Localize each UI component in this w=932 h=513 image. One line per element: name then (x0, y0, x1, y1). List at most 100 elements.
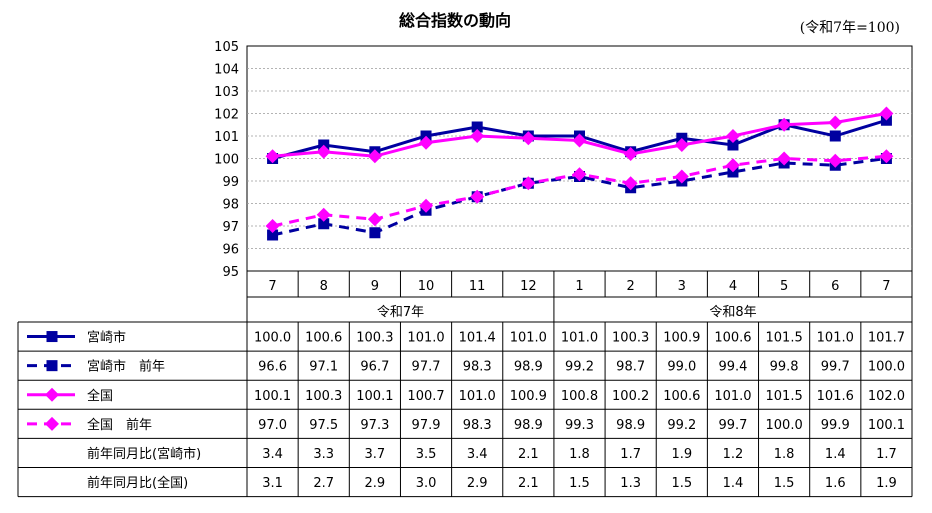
data-label: 98.9 (514, 360, 543, 375)
data-label: 2.1 (518, 447, 539, 462)
data-label: 101.6 (817, 389, 854, 404)
x-tick-label: 4 (729, 279, 737, 294)
data-point (521, 176, 536, 191)
data-label: 98.9 (616, 418, 645, 433)
data-label: 3.1 (262, 476, 283, 491)
row-label: 全国 前年 (87, 417, 152, 433)
y-tick-label: 98 (222, 198, 239, 213)
y-tick-label: 95 (222, 265, 239, 280)
y-tick-label: 97 (222, 220, 239, 235)
data-label: 1.6 (825, 476, 846, 491)
data-label: 97.9 (412, 418, 441, 433)
data-point (470, 129, 485, 143)
y-tick-label: 102 (214, 108, 239, 123)
x-tick-label: 10 (418, 279, 435, 294)
data-point (674, 138, 689, 152)
data-point (725, 129, 740, 143)
data-label: 1.5 (774, 476, 795, 491)
x-tick-label: 9 (371, 279, 379, 294)
chart-title: 総合指数の動向 (399, 11, 511, 30)
data-point (265, 149, 280, 164)
data-label: 96.7 (360, 360, 389, 375)
table-row: 全国 前年 97.0 97.5 97.3 97.9 98.3 98.9 99.3 98.9 99.… (27, 416, 905, 433)
data-label: 1.8 (569, 447, 590, 462)
y-tick-label: 101 (214, 130, 239, 145)
data-point (725, 158, 740, 173)
data-label: 1.4 (825, 447, 846, 462)
data-label: 100.6 (714, 331, 751, 346)
x-tick-label: 1 (575, 279, 583, 294)
data-label: 3.3 (313, 447, 334, 462)
data-label: 97.0 (258, 418, 287, 433)
x-tick-label: 2 (627, 279, 635, 294)
data-label: 3.5 (416, 447, 437, 462)
data-label: 3.0 (416, 476, 437, 491)
table-row: 前年同月比(宮崎市) 3.4 3.3 3.7 3.5 3.4 2.1 1.8 1.7 1.9 1.2… (87, 446, 897, 462)
data-label: 101.5 (766, 331, 803, 346)
data-point (777, 117, 792, 132)
y-tick-label: 96 (222, 243, 239, 258)
data-point (367, 149, 382, 164)
data-label: 1.8 (774, 447, 795, 462)
data-point (828, 153, 843, 168)
data-point (316, 144, 331, 159)
data-label: 100.3 (612, 331, 649, 346)
data-point (777, 151, 792, 166)
data-label: 3.7 (365, 447, 386, 462)
data-label: 100.3 (305, 389, 342, 404)
series-4 (265, 149, 894, 233)
data-point (879, 149, 894, 164)
data-label: 99.9 (821, 418, 850, 433)
y-tick-label: 104 (214, 63, 239, 78)
data-label: 1.7 (620, 447, 641, 462)
data-point (674, 169, 689, 184)
data-label: 2.9 (365, 476, 386, 491)
data-point (828, 115, 843, 130)
data-label: 98.3 (463, 360, 492, 375)
x-tick-label: 7 (882, 279, 890, 294)
data-label: 3.4 (262, 447, 283, 462)
x-tick-label: 7 (268, 279, 276, 294)
table-row: 宮崎市 100.0 100.6 100.3 101.0 101.4 101.0 101.0 10… (27, 330, 905, 346)
data-label: 101.7 (868, 331, 905, 346)
legend-marker (45, 416, 59, 431)
data-label: 100.9 (510, 389, 547, 404)
data-point (623, 176, 638, 191)
data-label: 100.7 (407, 389, 444, 404)
data-label: 2.1 (518, 476, 539, 491)
data-label: 100.0 (766, 418, 803, 433)
data-point (623, 147, 638, 161)
data-label: 101.0 (510, 331, 547, 346)
table-row: 前年同月比(全国) 3.1 2.7 2.9 3.0 2.9 2.1 1.5 1.3 1.5 1.4 1… (87, 475, 897, 491)
data-point (419, 135, 434, 150)
data-label: 101.0 (714, 389, 751, 404)
data-label: 100.0 (868, 360, 905, 375)
data-label: 1.5 (569, 476, 590, 491)
row-label: 前年同月比(全国) (87, 475, 188, 491)
data-label: 1.2 (723, 447, 744, 462)
data-label: 99.3 (565, 418, 594, 433)
data-label: 100.6 (663, 389, 700, 404)
legend-marker (46, 331, 58, 343)
y-tick-label: 103 (214, 85, 239, 100)
data-label: 99.7 (718, 418, 747, 433)
data-label: 100.8 (561, 389, 598, 404)
x-tick-label: 12 (520, 279, 537, 294)
x-tick-label: 11 (469, 279, 486, 294)
data-label: 96.6 (258, 360, 287, 375)
data-point (879, 106, 894, 121)
data-point (419, 198, 434, 213)
data-label: 2.7 (313, 476, 334, 491)
row-label: 宮崎市 前年 (87, 359, 165, 375)
data-point (367, 212, 382, 227)
data-label: 1.9 (671, 447, 692, 462)
data-point (265, 219, 280, 233)
data-label: 100.1 (254, 389, 291, 404)
x-tick-label: 5 (780, 279, 788, 294)
data-label: 98.9 (514, 418, 543, 433)
data-label: 97.5 (309, 418, 338, 433)
data-point (471, 121, 483, 133)
data-label: 97.7 (412, 360, 441, 375)
data-label: 101.5 (766, 389, 803, 404)
